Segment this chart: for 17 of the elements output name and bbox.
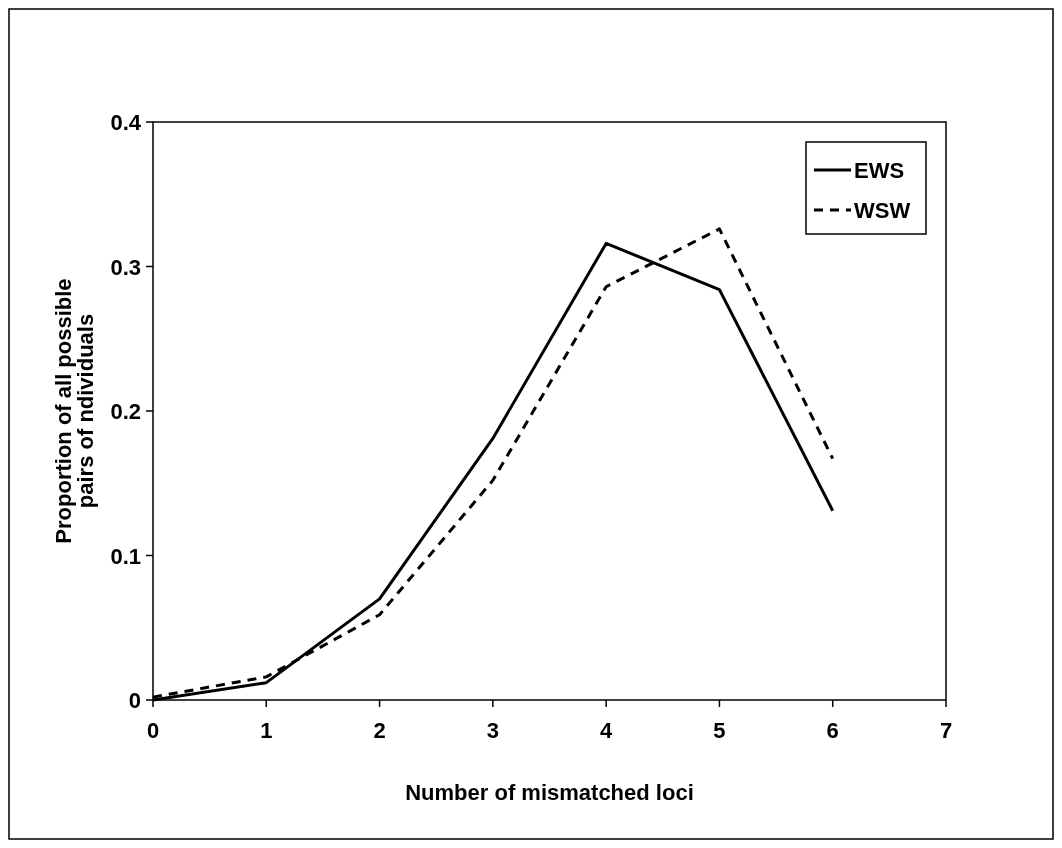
legend-label: EWS	[854, 158, 905, 183]
y-axis-title: Proportion of all possible pairs of ndividuals	[51, 278, 98, 544]
y-tick-label: 0.4	[110, 110, 142, 135]
x-tick-label: 1	[260, 718, 273, 743]
y-tick-label: 0.2	[110, 399, 141, 424]
y-tick-label: 0	[128, 688, 141, 713]
y-tick-label: 0.1	[110, 543, 141, 569]
x-tick-label: 0	[146, 718, 160, 743]
x-axis-title: Number of mismatched loci	[405, 780, 694, 805]
x-tick-label: 2	[373, 718, 386, 743]
x-tick-label: 6	[826, 718, 839, 743]
y-tick-label: 0.3	[110, 254, 141, 280]
x-tick-label: 3	[486, 718, 499, 743]
x-tick-label: 5	[713, 718, 726, 743]
x-tick-label: 4	[600, 718, 614, 743]
legend-label: WSW	[854, 198, 911, 223]
x-tick-label: 7	[939, 718, 953, 743]
